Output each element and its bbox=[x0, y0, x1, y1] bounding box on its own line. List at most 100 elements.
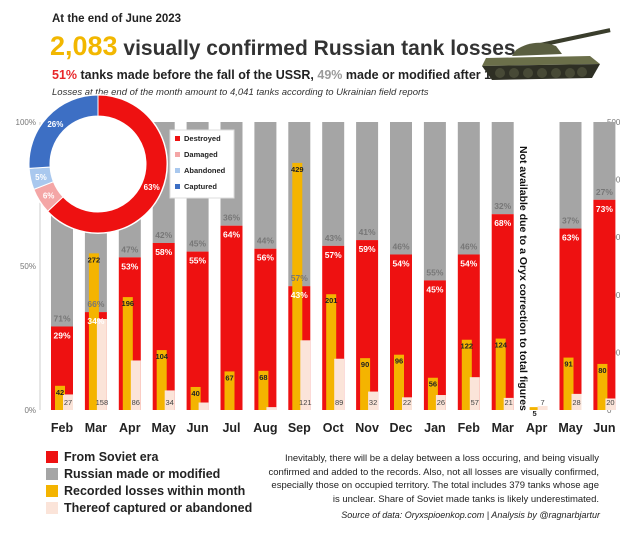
recorded-value-label: 5 bbox=[533, 409, 537, 418]
soviet-pct-label: 29% bbox=[53, 330, 70, 340]
chart-legend: From Soviet era Russian made or modified… bbox=[46, 448, 252, 516]
bar-modern bbox=[423, 122, 446, 281]
month-tick-label: Feb bbox=[51, 421, 74, 435]
captured-value-label: 32 bbox=[369, 398, 377, 407]
recorded-value-label: 122 bbox=[461, 342, 474, 351]
legend-item-recorded: Recorded losses within month bbox=[46, 482, 252, 499]
recorded-value-label: 67 bbox=[225, 373, 233, 382]
modern-pct-label: 46% bbox=[392, 241, 409, 251]
legend-swatch-modern bbox=[46, 467, 58, 480]
pie-value-label: 63% bbox=[144, 183, 160, 192]
share-text-b: made or modified after 1991 bbox=[345, 68, 512, 82]
bar-soviet bbox=[423, 280, 446, 410]
pie-legend-box bbox=[169, 129, 235, 199]
recorded-value-label: 429 bbox=[291, 165, 304, 174]
soviet-pct-label: 68% bbox=[494, 218, 511, 228]
unavailable-note: Not available due to a Oryx correction t… bbox=[517, 146, 529, 411]
modern-pct-label: 46% bbox=[460, 241, 477, 251]
pie-legend-label: Destroyed bbox=[184, 134, 221, 143]
field-report-line: Losses at the end of the month amount to… bbox=[52, 87, 429, 98]
month-tick-label: Nov bbox=[355, 421, 379, 435]
bar-modern bbox=[559, 122, 582, 229]
bar-recorded bbox=[394, 354, 404, 410]
month-tick-label: Apr bbox=[119, 421, 141, 435]
captured-value-label: 86 bbox=[132, 398, 140, 407]
modern-share: 49% bbox=[317, 68, 343, 82]
legend-swatch-recorded bbox=[46, 484, 58, 497]
pie-legend-swatch bbox=[175, 168, 180, 173]
bar-captured bbox=[96, 318, 107, 410]
bar-captured bbox=[266, 407, 277, 410]
modern-pct-label: 43% bbox=[325, 233, 342, 243]
bar-soviet bbox=[186, 251, 209, 410]
share-line: 51% tanks made before the fall of the US… bbox=[52, 68, 512, 82]
soviet-share: 51% bbox=[52, 68, 78, 82]
bar-recorded bbox=[258, 370, 269, 410]
soviet-pct-label: 54% bbox=[392, 258, 409, 268]
modern-pct-label: 42% bbox=[155, 230, 172, 240]
bar-recorded bbox=[360, 358, 371, 410]
month-tick-label: Mar bbox=[492, 421, 514, 435]
bar-captured bbox=[503, 397, 514, 410]
captured-value-label: 121 bbox=[299, 398, 312, 407]
month-tick-label: Jul bbox=[222, 421, 240, 435]
pie-legend-swatch bbox=[175, 152, 180, 157]
bar-captured bbox=[130, 360, 141, 410]
soviet-pct-label: 45% bbox=[426, 284, 443, 294]
month-tick-label: Jun bbox=[593, 421, 615, 435]
legend-label-captured: Thereof captured or abandoned bbox=[64, 500, 253, 515]
soviet-pct-label: 63% bbox=[562, 233, 579, 243]
month-tick-label: Jun bbox=[186, 421, 208, 435]
share-text-a: tanks made before the fall of the USSR, bbox=[80, 68, 314, 82]
bar-soviet bbox=[254, 248, 277, 410]
bar-captured bbox=[571, 393, 582, 410]
modern-pct-label: 47% bbox=[121, 244, 138, 254]
period-label: At the end of June 2023 bbox=[52, 13, 182, 25]
legend-label-modern: Russian made or modified bbox=[64, 466, 221, 481]
soviet-pct-label: 34% bbox=[87, 316, 104, 326]
captured-value-label: 21 bbox=[505, 398, 513, 407]
bar-captured bbox=[605, 398, 616, 410]
bar-soviet bbox=[593, 199, 616, 410]
legend-item-soviet: From Soviet era bbox=[46, 448, 252, 465]
bar-soviet bbox=[220, 225, 243, 410]
headline-text: visually confirmed Russian tank losses bbox=[123, 37, 516, 60]
modern-pct-label: 44% bbox=[257, 236, 274, 246]
month-tick-label: Sep bbox=[288, 421, 311, 435]
headline-number: 2,083 bbox=[50, 31, 118, 61]
bar-captured bbox=[164, 390, 175, 410]
bar-captured bbox=[368, 391, 379, 410]
captured-value-label: 28 bbox=[572, 398, 580, 407]
soviet-pct-label: 57% bbox=[325, 250, 342, 260]
bar-recorded bbox=[427, 377, 438, 410]
modern-pct-label: 36% bbox=[223, 213, 240, 223]
month-tick-label: Apr bbox=[526, 421, 548, 435]
bar-recorded bbox=[597, 363, 608, 410]
recorded-value-label: 104 bbox=[155, 352, 168, 361]
modern-pct-label: 27% bbox=[596, 187, 613, 197]
bar-recorded bbox=[224, 371, 235, 410]
pie-legend-swatch bbox=[175, 184, 180, 189]
recorded-value-label: 56 bbox=[429, 380, 437, 389]
pie-slice-destroyed bbox=[46, 94, 168, 234]
legend-label-recorded: Recorded losses within month bbox=[64, 483, 246, 498]
bar-recorded bbox=[563, 357, 574, 410]
left-tick-label: 0% bbox=[24, 406, 36, 415]
left-tick-label: 100% bbox=[16, 118, 36, 127]
recorded-value-label: 272 bbox=[88, 255, 101, 264]
legend-swatch-captured bbox=[46, 501, 58, 514]
bar-modern bbox=[593, 122, 616, 200]
bar-captured bbox=[435, 395, 446, 410]
pie-legend-swatch bbox=[175, 136, 180, 141]
modern-pct-label: 57% bbox=[291, 273, 308, 283]
soviet-pct-label: 64% bbox=[223, 230, 240, 240]
right-tick-label: 0 bbox=[607, 406, 612, 415]
bar-recorded bbox=[461, 339, 472, 410]
bar-captured bbox=[198, 402, 209, 410]
legend-label-soviet: From Soviet era bbox=[64, 449, 159, 464]
soviet-pct-label: 53% bbox=[121, 261, 138, 271]
bar-recorded bbox=[55, 385, 65, 410]
tank-icon bbox=[482, 28, 611, 80]
bar-modern bbox=[322, 122, 345, 246]
